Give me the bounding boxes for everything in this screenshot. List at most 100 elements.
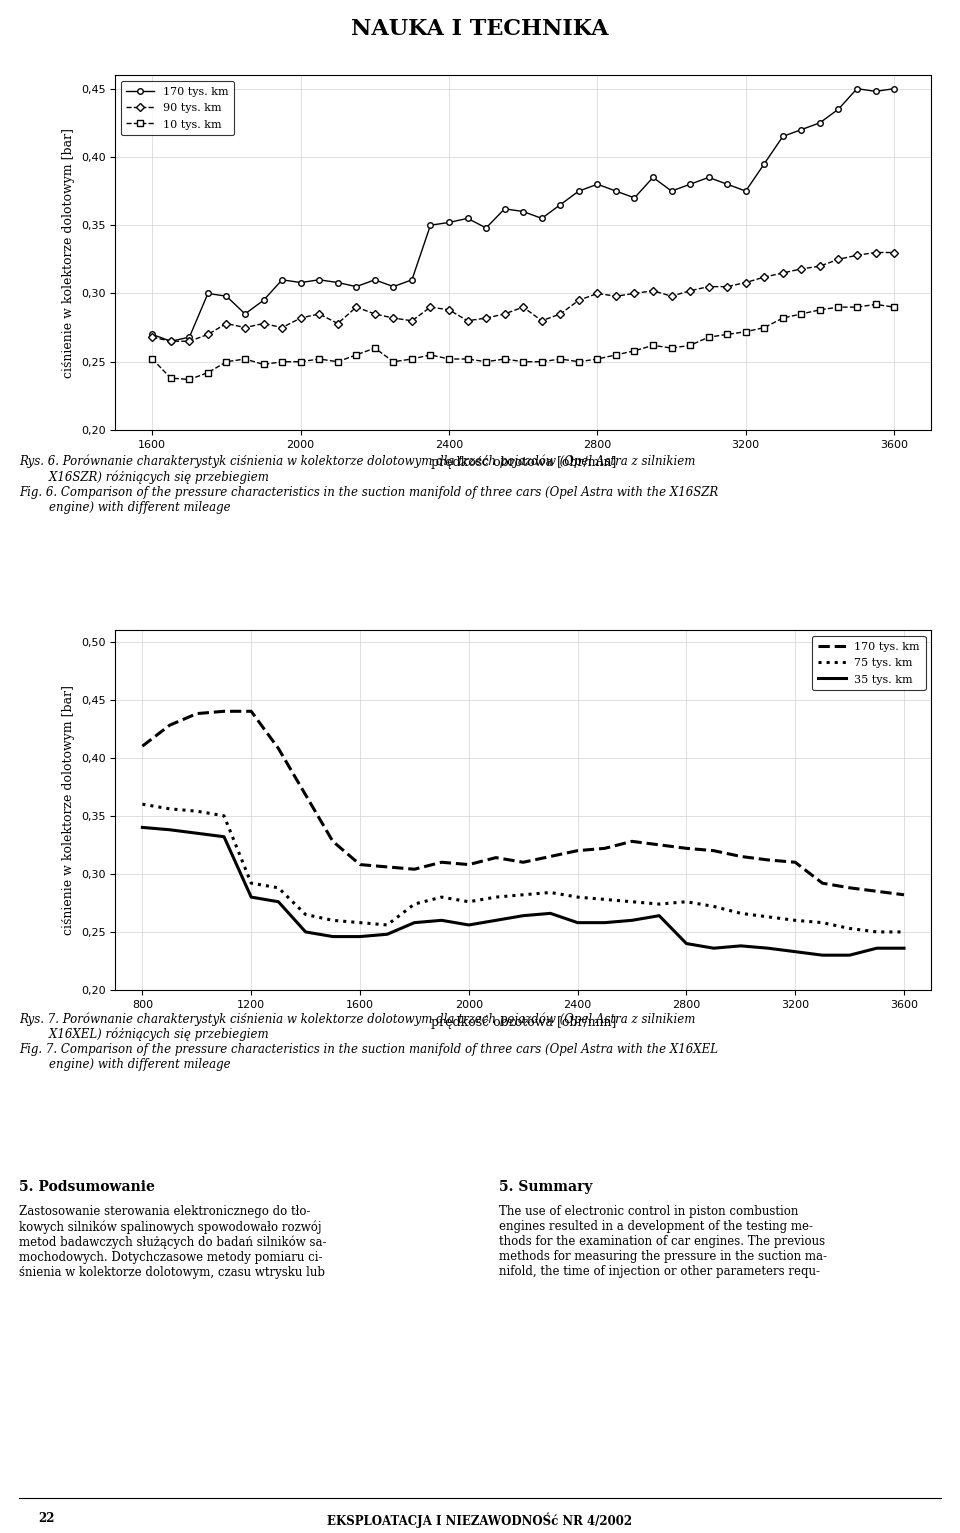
90 tys. km (629, 284, 640, 302)
10 tys. km (462, 350, 473, 368)
170 tys. km (762, 851, 774, 869)
90 tys. km (647, 282, 659, 300)
35 tys. km (871, 940, 882, 958)
170 tys. km (350, 277, 362, 296)
170 tys. km (611, 182, 622, 201)
10 tys. km (444, 350, 455, 368)
170 tys. km (480, 219, 492, 238)
170 tys. km (666, 182, 678, 201)
90 tys. km (758, 268, 770, 287)
10 tys. km (852, 297, 863, 316)
75 tys. km (599, 891, 611, 909)
170 tys. km (647, 169, 659, 187)
170 tys. km (164, 716, 176, 734)
170 tys. km (844, 878, 855, 897)
170 tys. km (295, 273, 306, 291)
35 tys. km (899, 940, 910, 958)
75 tys. km (899, 923, 910, 941)
75 tys. km (844, 920, 855, 938)
10 tys. km (684, 336, 696, 354)
35 tys. km (136, 819, 148, 837)
90 tys. km (480, 308, 492, 327)
90 tys. km (424, 297, 436, 316)
75 tys. km (626, 892, 637, 911)
10 tys. km (517, 353, 529, 371)
170 tys. km (684, 175, 696, 193)
Y-axis label: ciśnienie w kolektorze dolotowym [bar]: ciśnienie w kolektorze dolotowym [bar] (62, 127, 75, 377)
170 tys. km (654, 835, 665, 854)
170 tys. km (136, 737, 148, 756)
Text: The use of electronic control in piston combustion
engines resulted in a develop: The use of electronic control in piston … (499, 1205, 828, 1279)
170 tys. km (273, 739, 284, 757)
170 tys. km (258, 291, 270, 310)
35 tys. km (463, 915, 474, 934)
170 tys. km (735, 848, 747, 866)
90 tys. km (444, 300, 455, 319)
10 tys. km (165, 369, 177, 388)
35 tys. km (246, 888, 257, 906)
35 tys. km (735, 937, 747, 955)
10 tys. km (313, 350, 324, 368)
75 tys. km (817, 914, 828, 932)
10 tys. km (480, 353, 492, 371)
35 tys. km (436, 911, 447, 929)
170 tys. km (758, 155, 770, 173)
Text: Zastosowanie sterowania elektronicznego do tło-
kowych silników spalinowych spow: Zastosowanie sterowania elektronicznego … (19, 1205, 326, 1279)
170 tys. km (276, 271, 288, 290)
170 tys. km (814, 113, 826, 132)
Line: 10 tys. km: 10 tys. km (150, 302, 897, 382)
10 tys. km (647, 336, 659, 354)
90 tys. km (295, 308, 306, 327)
170 tys. km (591, 175, 603, 193)
75 tys. km (436, 888, 447, 906)
170 tys. km (740, 182, 752, 201)
170 tys. km (406, 271, 418, 290)
90 tys. km (221, 314, 232, 333)
75 tys. km (491, 888, 502, 906)
Text: 22: 22 (38, 1512, 55, 1525)
10 tys. km (573, 353, 585, 371)
75 tys. km (409, 895, 420, 914)
10 tys. km (796, 305, 807, 323)
170 tys. km (463, 855, 474, 874)
10 tys. km (369, 339, 380, 357)
75 tys. km (654, 895, 665, 914)
170 tys. km (544, 848, 556, 866)
170 tys. km (332, 273, 344, 291)
75 tys. km (136, 796, 148, 814)
170 tys. km (681, 839, 692, 857)
35 tys. km (381, 924, 393, 943)
170 tys. km (424, 216, 436, 235)
90 tys. km (684, 282, 696, 300)
90 tys. km (183, 333, 195, 351)
75 tys. km (246, 874, 257, 892)
170 tys. km (870, 83, 881, 101)
170 tys. km (817, 874, 828, 892)
10 tys. km (611, 346, 622, 365)
10 tys. km (406, 350, 418, 368)
170 tys. km (491, 848, 502, 866)
75 tys. km (218, 806, 229, 825)
Text: EKSPLOATACJA I NIEZAWODNOŚć NR 4/2002: EKSPLOATACJA I NIEZAWODNOŚć NR 4/2002 (327, 1512, 633, 1527)
75 tys. km (708, 897, 719, 915)
170 tys. km (888, 80, 900, 98)
75 tys. km (517, 886, 529, 904)
35 tys. km (544, 904, 556, 923)
90 tys. km (406, 311, 418, 330)
Legend: 170 tys. km, 90 tys. km, 10 tys. km: 170 tys. km, 90 tys. km, 10 tys. km (121, 81, 234, 135)
Line: 35 tys. km: 35 tys. km (142, 828, 904, 955)
170 tys. km (626, 832, 637, 851)
90 tys. km (740, 273, 752, 291)
10 tys. km (832, 297, 844, 316)
75 tys. km (789, 911, 801, 929)
35 tys. km (844, 946, 855, 964)
90 tys. km (258, 314, 270, 333)
90 tys. km (888, 244, 900, 262)
170 tys. km (517, 202, 529, 221)
10 tys. km (777, 308, 788, 327)
170 tys. km (721, 175, 732, 193)
90 tys. km (703, 277, 714, 296)
90 tys. km (147, 328, 158, 346)
170 tys. km (239, 305, 251, 323)
75 tys. km (381, 915, 393, 934)
